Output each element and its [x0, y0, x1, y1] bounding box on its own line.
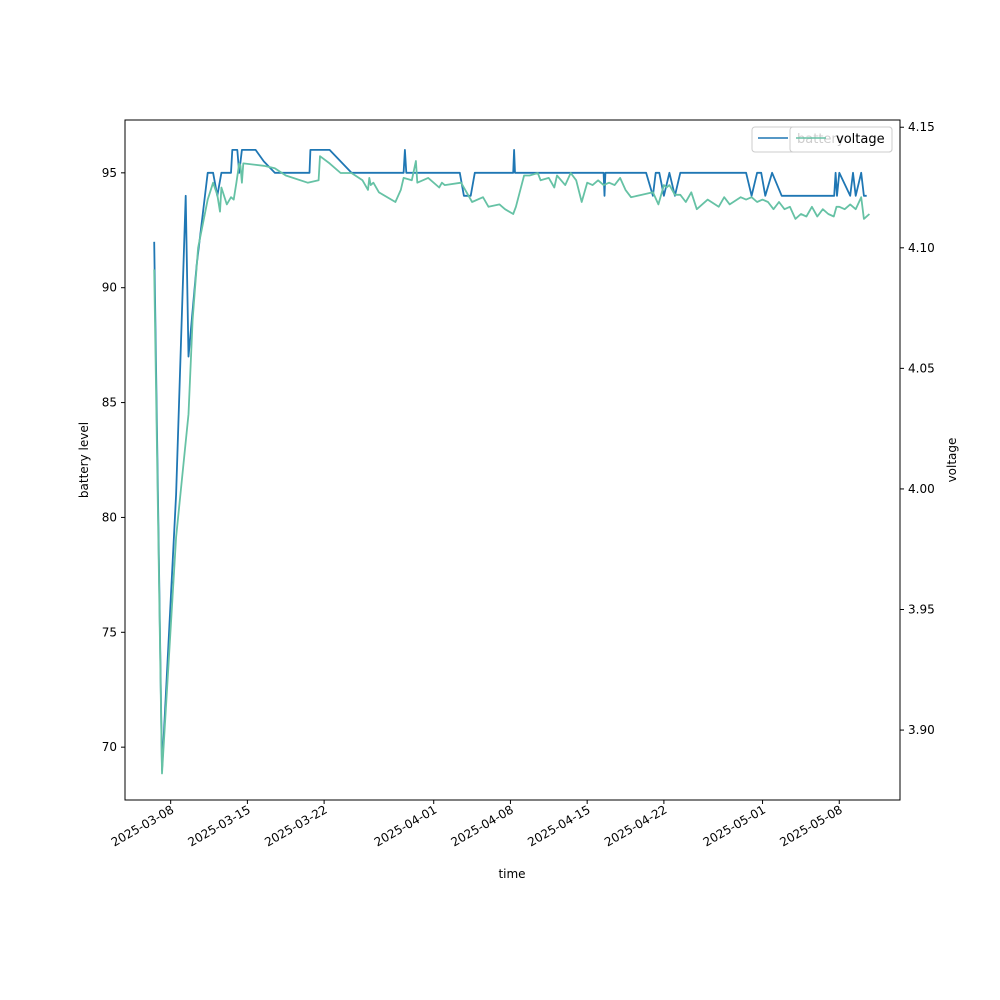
x-axis-label: time [498, 867, 525, 881]
y-axis-right-label: voltage [945, 438, 959, 483]
legend-voltage: voltage [789, 126, 893, 153]
series-layer [153, 149, 870, 775]
y-right-tick-label: 3.95 [908, 603, 935, 617]
y-right-tick-label: 3.90 [908, 723, 935, 737]
y-right-tick-label: 4.15 [908, 120, 935, 134]
y-right-tick-label: 4.00 [908, 482, 935, 496]
y-axis-right: 3.90 3.95 4.00 4.05 4.10 4.15 [900, 120, 935, 737]
y-left-tick-label: 95 [102, 166, 117, 180]
y-left-tick-label: 85 [102, 396, 117, 410]
legend-box-voltage [789, 126, 893, 153]
y-axis-left-label: battery level [77, 422, 91, 498]
y-left-tick-label: 70 [102, 740, 117, 754]
y-left-tick-label: 80 [102, 510, 117, 524]
legend-label-voltage: voltage [836, 132, 885, 147]
y-right-tick-label: 4.05 [908, 361, 935, 375]
series-line-battery [153, 149, 867, 771]
plot-frame [124, 119, 901, 801]
y-left-tick-label: 75 [102, 625, 117, 639]
y-axis-left: 70 75 80 85 90 95 [102, 166, 125, 754]
series-line-voltage [153, 155, 870, 775]
y-left-tick-label: 90 [102, 281, 117, 295]
y-right-tick-label: 4.10 [908, 241, 935, 255]
